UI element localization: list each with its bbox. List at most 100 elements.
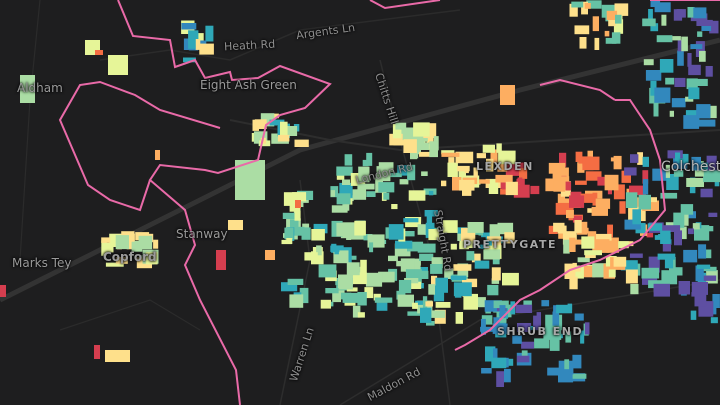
area-polygon xyxy=(403,218,419,223)
area-polygon xyxy=(284,227,294,239)
area-polygon xyxy=(383,192,390,200)
area-polygon xyxy=(485,346,496,362)
area-polygon xyxy=(615,14,622,24)
area-polygon xyxy=(419,151,432,157)
area-polygon xyxy=(490,149,498,163)
area-polygon xyxy=(642,18,656,27)
area-polygon xyxy=(624,167,637,176)
road-label-heath-rd: Heath Rd xyxy=(223,37,276,54)
area-polygon xyxy=(687,7,695,18)
area-polygon xyxy=(677,153,689,164)
area-polygon xyxy=(683,115,700,129)
area-polygon xyxy=(584,250,602,256)
area-polygon xyxy=(320,299,331,309)
road xyxy=(99,9,461,61)
area-polygon xyxy=(407,311,425,316)
area-polygon xyxy=(145,252,158,265)
area-polygon xyxy=(547,367,562,376)
area-polygon xyxy=(574,313,584,321)
area-polygon xyxy=(313,223,328,234)
area-polygon xyxy=(455,312,463,324)
area-polygon xyxy=(556,304,573,314)
area-polygon xyxy=(712,294,720,308)
area-polygon xyxy=(674,230,682,246)
area-polygon xyxy=(397,294,414,307)
area-polygon xyxy=(396,260,413,267)
area-polygon xyxy=(486,236,502,246)
area-polygon xyxy=(515,304,533,313)
area-polygon xyxy=(407,241,424,252)
area-polygon xyxy=(571,1,584,8)
area-polygon xyxy=(580,193,593,203)
area-polygon xyxy=(216,250,226,270)
place-label-aldham: Aldham xyxy=(17,81,63,95)
area-polygon xyxy=(492,323,508,334)
area-polygon xyxy=(690,310,697,320)
area-polygon xyxy=(281,282,298,292)
place-label-eight-ash-green: Eight Ash Green xyxy=(200,78,297,92)
area-polygon xyxy=(530,185,540,195)
area-polygon xyxy=(688,228,694,235)
area-polygon xyxy=(585,171,602,181)
area-polygon xyxy=(563,239,570,254)
area-polygon xyxy=(463,293,478,310)
area-polygon xyxy=(228,220,243,230)
area-polygon xyxy=(95,50,103,55)
area-polygon xyxy=(597,176,605,186)
area-polygon xyxy=(424,210,438,217)
area-polygon xyxy=(543,327,562,340)
area-polygon xyxy=(577,257,590,263)
area-polygon xyxy=(671,98,686,108)
area-polygon xyxy=(496,371,504,387)
area-polygon xyxy=(574,25,590,35)
area-polygon xyxy=(690,44,703,49)
boundary-line xyxy=(454,99,667,351)
area-polygon xyxy=(534,338,550,349)
area-polygon xyxy=(378,182,395,193)
area-polygon xyxy=(619,201,626,214)
road xyxy=(339,279,720,405)
area-polygon xyxy=(497,164,508,172)
area-polygon xyxy=(637,152,643,165)
area-polygon xyxy=(693,7,707,19)
area-polygon xyxy=(294,210,301,221)
area-polygon xyxy=(450,243,457,250)
area-polygon xyxy=(608,269,616,278)
area-polygon xyxy=(695,265,704,282)
place-label-stanway: Stanway xyxy=(176,227,228,241)
area-polygon xyxy=(430,264,443,274)
area-polygon xyxy=(493,300,509,309)
area-polygon xyxy=(504,368,511,383)
area-polygon xyxy=(691,156,701,171)
area-polygon xyxy=(708,105,717,119)
area-polygon xyxy=(481,232,497,238)
choropleth-areas xyxy=(0,0,720,387)
area-polygon xyxy=(523,300,532,308)
area-polygon xyxy=(346,233,352,240)
area-polygon xyxy=(652,168,667,181)
area-polygon xyxy=(295,200,301,208)
area-polygon xyxy=(701,275,717,281)
area-polygon xyxy=(280,121,288,137)
area-polygon xyxy=(541,300,550,307)
area-polygon xyxy=(660,230,671,244)
area-polygon xyxy=(650,0,661,8)
area-polygon xyxy=(453,264,472,271)
area-polygon xyxy=(444,268,454,279)
area-polygon xyxy=(502,272,519,286)
area-polygon xyxy=(464,167,469,174)
area-polygon xyxy=(488,179,499,194)
area-polygon xyxy=(155,150,160,160)
area-polygon xyxy=(414,270,429,279)
area-polygon xyxy=(594,37,600,50)
area-polygon xyxy=(302,223,310,231)
area-polygon xyxy=(521,341,535,349)
area-polygon xyxy=(610,157,618,162)
area-polygon xyxy=(455,151,474,164)
area-polygon xyxy=(412,302,418,309)
area-polygon xyxy=(429,141,438,158)
area-polygon xyxy=(316,245,322,256)
area-polygon xyxy=(395,122,407,130)
